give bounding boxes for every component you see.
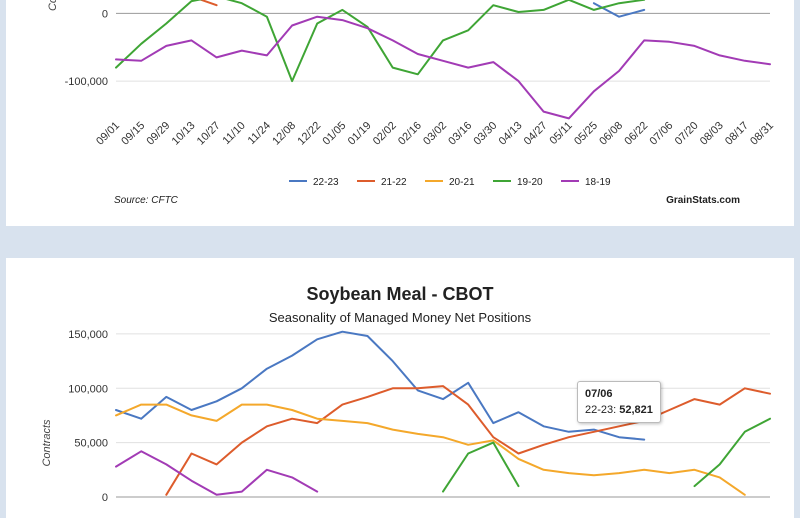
tooltip-date: 07/06: [585, 388, 613, 400]
x-tick-label: 12/08: [270, 120, 298, 148]
y-tick-label: 0: [102, 8, 108, 20]
y-tick-label: 50,000: [74, 438, 108, 450]
y-axis-label: Contracts: [41, 419, 53, 467]
x-tick-label: 04/13: [497, 120, 525, 148]
x-tick-label: 08/17: [723, 120, 751, 148]
x-tick-label: 04/27: [522, 120, 550, 148]
x-tick-label: 06/22: [622, 120, 650, 148]
x-tick-label: 10/13: [170, 120, 198, 148]
chart-card-top: 0 -100,000 Co 09/01 09/15 09/29 10/13 10/27 11/1…: [6, 0, 794, 226]
x-tick-label: 12/22: [295, 120, 323, 148]
x-tick-label: 05/25: [572, 120, 600, 148]
y-tick-label: -100,000: [65, 76, 108, 88]
x-tick-label: 01/05: [321, 120, 349, 148]
series-line-19-20: [115, 0, 646, 83]
x-tick-label: 08/31: [748, 120, 776, 148]
chart-tooltip: 07/06 22-23: 52,821: [577, 381, 661, 423]
x-tick-label: 07/06: [648, 120, 676, 148]
series-line-18-19: [116, 451, 569, 495]
x-tick-label: 05/11: [548, 120, 575, 147]
x-tick-label: 06/08: [597, 120, 625, 148]
series-line-20-21: [115, 403, 746, 496]
series-line-18-19: [115, 15, 771, 120]
x-tick-label: 02/02: [371, 120, 399, 148]
x-tick-label: 09/29: [144, 120, 172, 148]
legend-label: 21-22: [381, 177, 407, 188]
x-tick-label: 11/24: [246, 120, 273, 147]
legend-label: 18-19: [585, 177, 611, 188]
x-tick-label: 09/01: [94, 120, 122, 148]
source-note: Source: CFTC: [114, 195, 179, 206]
tooltip-value-row: 22-23: 52,821: [585, 404, 653, 416]
brand-label: GrainStats.com: [666, 195, 740, 206]
chart-soybean-meal-svg: 0 50,000 100,000 150,000 Contracts Soybean Me…: [41, 284, 771, 504]
x-tick-label: 09/15: [119, 120, 147, 148]
series-line-22-23: [115, 330, 646, 441]
x-tick-label: 02/16: [396, 120, 424, 148]
chart-subtitle: Seasonality of Managed Money Net Positio…: [269, 310, 532, 325]
legend-label: 22-23: [313, 177, 339, 188]
series-line-19-20: [442, 417, 771, 493]
chart-top-svg: 0 -100,000 Co 09/0109/1509/2910/1310/2711/1…: [47, 0, 776, 206]
tooltip-value: 52,821: [619, 404, 653, 416]
x-tick-label: 07/20: [673, 120, 701, 148]
x-tick-label: 11/10: [221, 120, 248, 147]
series-line-21-22: [198, 0, 218, 7]
x-tick-label: 08/03: [698, 120, 726, 148]
y-tick-label: 100,000: [68, 383, 108, 395]
series-line-21-22: [165, 385, 771, 496]
x-tick-label: 03/16: [446, 120, 474, 148]
x-tick-label: 10/27: [195, 120, 223, 148]
series-line-22-23: [592, 2, 646, 18]
y-tick-label: 150,000: [68, 329, 108, 341]
legend-label: 20-21: [449, 177, 475, 188]
x-tick-label: 03/30: [471, 120, 499, 148]
legend-label: 19-20: [517, 177, 543, 188]
x-tick-label: 03/02: [421, 120, 449, 148]
chart-title: Soybean Meal - CBOT: [306, 284, 493, 304]
y-tick-label: 0: [102, 492, 108, 504]
y-axis-label: Co: [47, 0, 59, 11]
chart-card-soybean-meal: 0 50,000 100,000 150,000 Contracts Soybean Me…: [6, 258, 794, 518]
tooltip-series: 22-23: [585, 404, 614, 416]
x-tick-label: 01/19: [346, 120, 374, 148]
